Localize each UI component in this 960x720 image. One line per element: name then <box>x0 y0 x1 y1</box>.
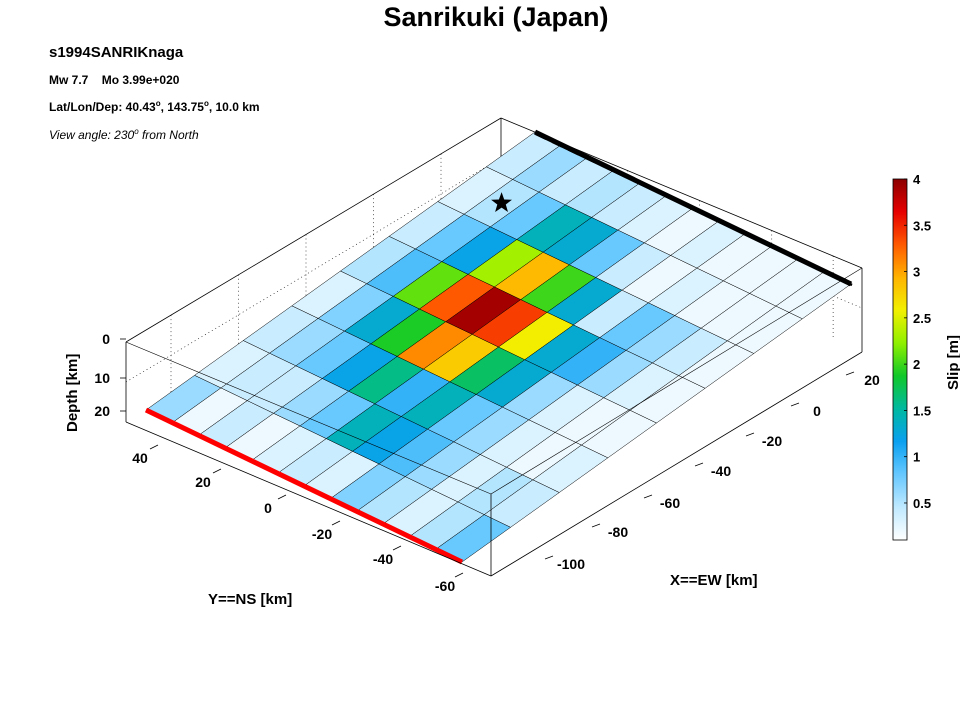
colorbar-tick-label: 3.5 <box>913 218 931 233</box>
x-tick-label: -40 <box>711 463 731 479</box>
z-tick-label: 0 <box>102 331 110 347</box>
y-axis-title: Y==NS [km] <box>208 591 292 608</box>
location-mid: , 143.75 <box>160 100 204 114</box>
hypocenter-star-icon <box>491 192 512 212</box>
y-tick-mark <box>149 444 159 450</box>
view-angle-line: View angle: 230o from North <box>49 127 199 142</box>
degree-mark: o <box>155 99 161 108</box>
x-tick-mark <box>591 523 601 528</box>
event-id: s1994SANRIKnaga <box>49 44 184 61</box>
x-tick-label: -20 <box>762 433 782 449</box>
y-tick-mark <box>454 572 464 578</box>
moment-magnitude: Mw 7.7 <box>49 73 89 87</box>
view-prefix: View angle: 230 <box>49 128 135 142</box>
location-prefix: Lat/Lon/Dep: 40.43 <box>49 100 156 114</box>
x-axis-title: X==EW [km] <box>670 572 758 589</box>
box-edge <box>490 351 863 577</box>
colorbar-tick-label: 1 <box>913 450 920 465</box>
x-tick-mark <box>845 371 855 376</box>
colorbar-tick-label: 2 <box>913 357 920 372</box>
y-tick-label: -60 <box>435 578 455 594</box>
grid-line <box>125 157 502 383</box>
y-tick-mark <box>331 520 341 526</box>
z-axis-title: Depth [km] <box>64 354 81 432</box>
location-suffix: , 10.0 km <box>208 100 260 114</box>
y-tick-label: 20 <box>195 474 211 490</box>
view-suffix: from North <box>138 128 199 142</box>
colorbar-tick-label: 2.5 <box>913 311 931 326</box>
box-edge <box>125 421 492 577</box>
x-tick-mark <box>745 432 755 437</box>
x-tick-label: 0 <box>813 403 821 419</box>
colorbar: 4 3.5 3 2.5 2 1.5 1 0.5 <box>892 172 931 541</box>
location-line: Lat/Lon/Dep: 40.43o, 143.75o, 10.0 km <box>49 99 260 114</box>
degree-mark: o <box>134 127 139 136</box>
z-tick-label: 20 <box>94 403 110 419</box>
z-tick-label: 10 <box>94 370 110 386</box>
x-tick-label: 20 <box>864 372 880 388</box>
axis-ticks: 40 20 0 -20 -40 -60 20 0 -20 -40 -60 -80 -100 0 10 20 <box>94 331 880 594</box>
y-tick-mark <box>392 545 402 551</box>
x-tick-label: -60 <box>660 495 680 511</box>
colorbar-tick-label: 0.5 <box>913 496 931 511</box>
y-tick-label: -40 <box>373 551 393 567</box>
y-tick-label: 0 <box>264 500 272 516</box>
seismic-moment: Mo 3.99e+020 <box>101 73 180 87</box>
x-tick-mark <box>694 462 704 467</box>
colorbar-tick-label: 4 <box>913 172 921 187</box>
colorbar-bar <box>892 178 908 541</box>
degree-mark: o <box>203 99 209 108</box>
box-front-edges <box>125 267 863 577</box>
y-tick-label: 40 <box>132 450 148 466</box>
y-tick-mark <box>277 494 287 500</box>
box-edge <box>490 267 863 495</box>
colorbar-title: Slip [m] <box>945 335 960 390</box>
x-tick-mark <box>544 555 554 560</box>
colorbar-tick-label: 3 <box>913 265 920 280</box>
x-tick-mark <box>790 402 800 407</box>
trench-and-edges <box>144 129 853 565</box>
slip-cells <box>145 131 852 563</box>
chart-title: Sanrikuki (Japan) <box>383 2 609 32</box>
box-edge <box>125 341 492 495</box>
fault-bottom-edge-line <box>144 407 464 565</box>
x-tick-label: -80 <box>608 524 628 540</box>
x-tick-label: -100 <box>557 556 585 572</box>
magnitude-line: Mw 7.7 Mo 3.99e+020 <box>49 73 179 87</box>
x-tick-mark <box>643 494 653 499</box>
box-edge <box>125 117 502 343</box>
colorbar-tick-label: 1.5 <box>913 403 931 418</box>
trench-dashed-line <box>535 132 853 287</box>
y-tick-mark <box>212 468 222 474</box>
y-tick-label: -20 <box>312 526 332 542</box>
